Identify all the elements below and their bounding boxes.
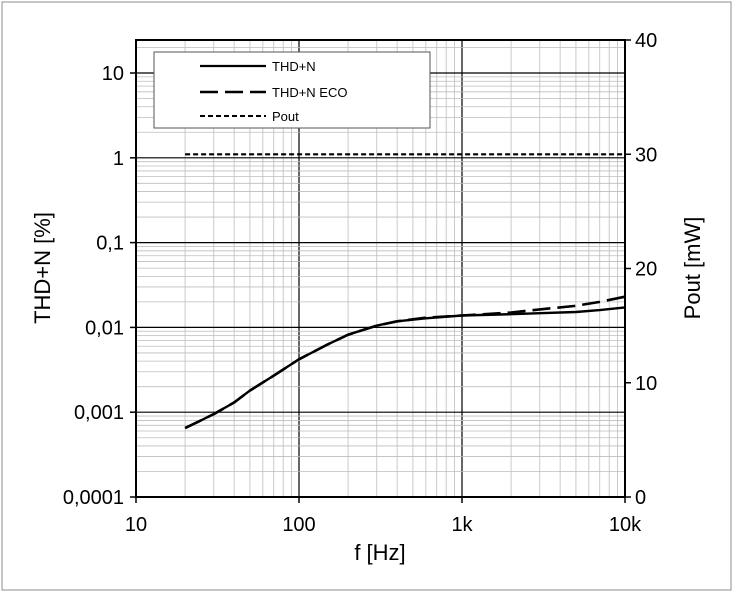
y-tick-label: 0,01 [85, 317, 124, 339]
series-layer [184, 153, 626, 430]
y2-tick-label: 10 [635, 373, 657, 395]
y-tick-label: 0,001 [74, 402, 124, 424]
y-axis-title: THD+N [%] [30, 212, 55, 324]
y-tick-label: 1 [113, 148, 124, 170]
y-tick-label: 0,0001 [63, 487, 124, 509]
y2-tick-label: 40 [635, 30, 657, 52]
legend-label-pout: Pout [272, 109, 299, 124]
series-line-thd-n-eco [184, 295, 626, 430]
x-axis-title: f [Hz] [354, 540, 405, 565]
legend-label-thdn-eco: THD+N ECO [272, 85, 347, 100]
y2-tick-label: 0 [635, 487, 646, 509]
y2-tick-label: 20 [635, 259, 657, 281]
legend: THD+N THD+N ECO Pout [153, 51, 431, 129]
y2-axis-title: Pout [mW] [680, 217, 705, 320]
legend-label-thdn: THD+N [272, 59, 316, 74]
x-tick-label: 10k [609, 514, 642, 536]
x-tick-label: 10 [125, 514, 147, 536]
x-tick-label: 1k [451, 514, 473, 536]
y-tick-label: 0,1 [96, 233, 124, 255]
y-tick-label: 10 [102, 63, 124, 85]
x-tick-label: 100 [282, 514, 315, 536]
y2-tick-label: 30 [635, 144, 657, 166]
